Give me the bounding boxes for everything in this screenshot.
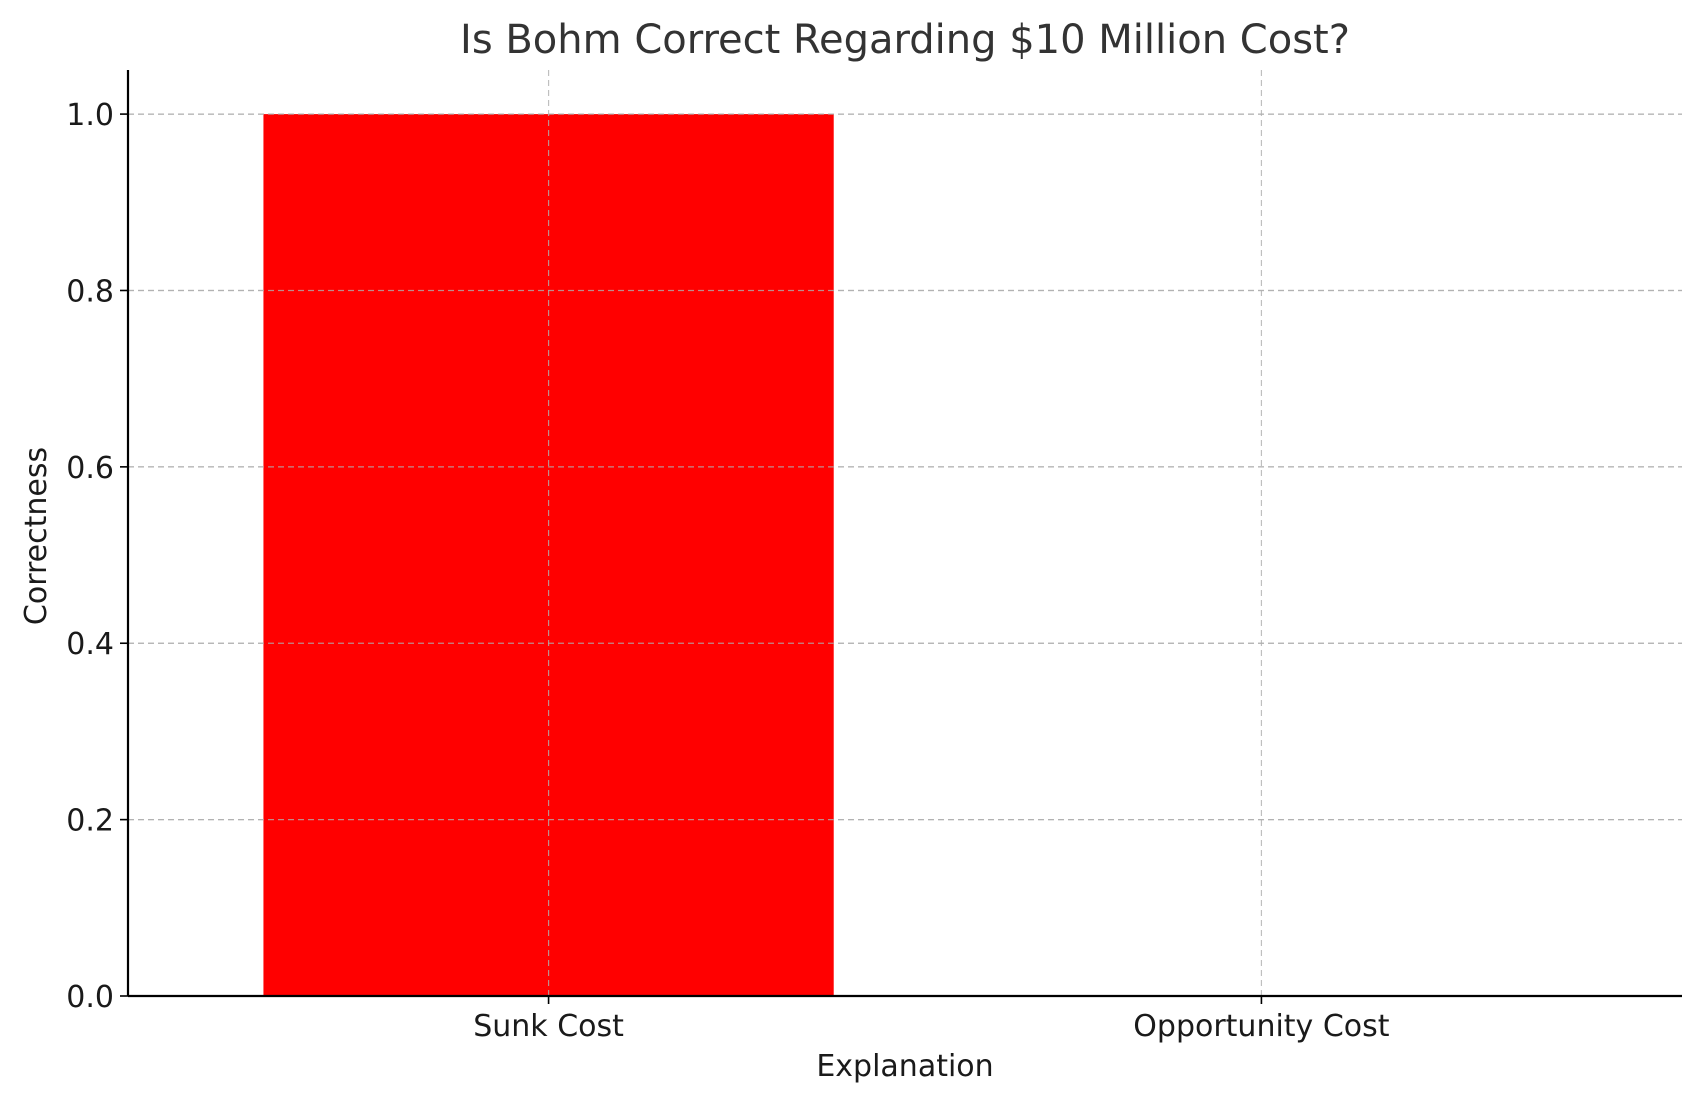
x-tick-label: Opportunity Cost [1133,1009,1389,1044]
y-tick-label: 0.6 [66,451,114,486]
y-tick-label: 0.2 [66,804,114,839]
chart-title: Is Bohm Correct Regarding $10 Million Co… [460,17,1350,63]
x-axis-label: Explanation [816,1049,993,1084]
x-tick-label: Sunk Cost [473,1009,624,1044]
y-tick-label: 0.4 [66,627,114,662]
x-axis-ticks: Sunk Cost Opportunity Cost [473,996,1390,1044]
y-axis-ticks: 0.0 0.2 0.4 0.6 0.8 1.0 [66,98,128,1015]
y-tick-label: 1.0 [66,98,114,133]
y-tick-label: 0.0 [66,980,114,1015]
y-tick-label: 0.8 [66,274,114,309]
y-axis-label: Correctness [19,447,54,625]
